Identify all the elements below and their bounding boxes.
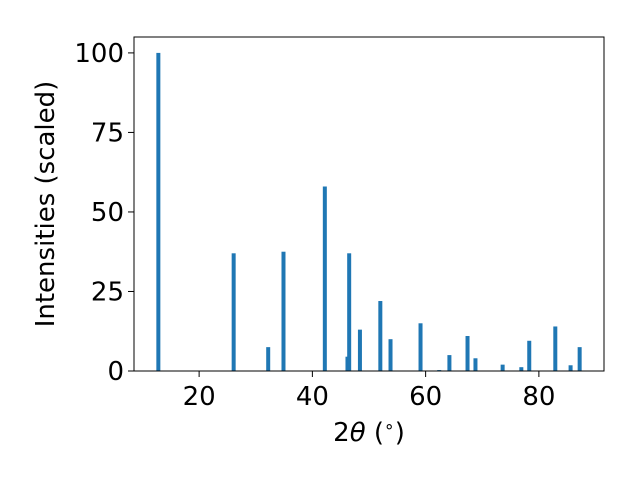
bar (266, 347, 271, 371)
y-tick-label: 0 (107, 357, 124, 387)
x-tick-label: 60 (409, 382, 442, 412)
bar (519, 367, 524, 371)
y-tick-label: 75 (91, 118, 124, 148)
plot-frame (133, 36, 605, 372)
bar (347, 253, 352, 371)
bar (465, 336, 470, 371)
y-tick-label: 50 (91, 198, 124, 228)
bar (553, 326, 558, 371)
bar (156, 52, 161, 372)
y-tick-label: 25 (91, 277, 124, 307)
x-axis-label-theta: θ (350, 418, 366, 448)
bar (388, 339, 393, 371)
bar (447, 355, 452, 371)
bar (500, 364, 505, 371)
bar (357, 329, 362, 371)
x-axis-label: 2θ (∘) (333, 417, 405, 448)
bar (378, 301, 383, 371)
bar (473, 358, 478, 371)
bar (231, 253, 236, 371)
bar (418, 323, 423, 371)
x-axis-ticks: 20 40 60 80 (183, 371, 555, 412)
x-tick-label: 40 (296, 382, 329, 412)
bar (322, 186, 327, 371)
bars-group (156, 52, 582, 372)
x-tick-label: 20 (183, 382, 216, 412)
y-axis-label: Intensities (scaled) (31, 81, 61, 328)
y-tick-label: 100 (74, 39, 124, 69)
bar (577, 347, 582, 371)
x-axis-label-degree: ∘ (384, 417, 395, 437)
y-axis-ticks: 0 25 50 75 100 (74, 39, 134, 387)
bar (527, 340, 532, 371)
bar (281, 251, 286, 371)
x-tick-label: 80 (522, 382, 555, 412)
bar (568, 365, 573, 371)
